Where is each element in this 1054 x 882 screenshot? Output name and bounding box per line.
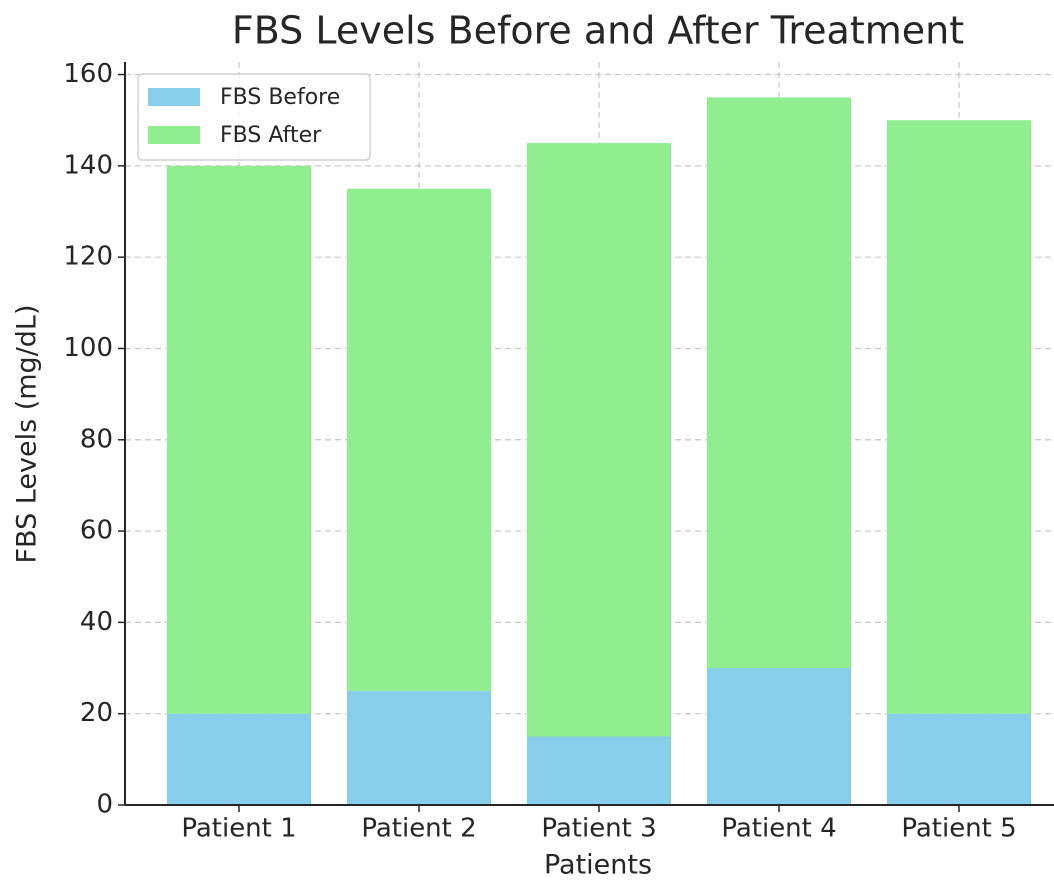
x-tick-label: Patient 2 bbox=[361, 814, 476, 844]
bar-segment bbox=[347, 188, 491, 691]
y-tick-label: 40 bbox=[80, 607, 113, 637]
legend-swatch bbox=[148, 88, 200, 106]
bar-segment bbox=[707, 668, 851, 805]
y-axis-label: FBS Levels (mg/dL) bbox=[12, 304, 43, 563]
y-tick-label: 160 bbox=[63, 59, 113, 89]
y-tick-label: 120 bbox=[63, 242, 113, 272]
bar-segment bbox=[527, 143, 671, 737]
legend-swatch bbox=[148, 126, 200, 144]
bar-segment bbox=[887, 120, 1031, 714]
legend-label: FBS After bbox=[220, 123, 322, 148]
x-tick-label: Patient 3 bbox=[541, 814, 656, 844]
x-tick-label: Patient 1 bbox=[181, 814, 296, 844]
y-tick-label: 80 bbox=[80, 424, 113, 454]
bar-segment bbox=[167, 713, 311, 805]
y-tick-label: 140 bbox=[63, 150, 113, 180]
x-tick-label: Patient 4 bbox=[721, 814, 836, 844]
x-axis-label: Patients bbox=[544, 850, 652, 881]
x-tick-label: Patient 5 bbox=[901, 814, 1016, 844]
bar-segment bbox=[707, 97, 851, 669]
y-tick-label: 100 bbox=[63, 333, 113, 363]
chart-title: FBS Levels Before and After Treatment bbox=[232, 9, 964, 53]
y-tick-label: 60 bbox=[80, 516, 113, 546]
bar-segment bbox=[347, 690, 491, 805]
legend-label: FBS Before bbox=[220, 85, 340, 110]
bar-segment bbox=[527, 736, 671, 805]
y-tick-label: 20 bbox=[80, 698, 113, 728]
y-tick-label: 0 bbox=[96, 790, 113, 820]
bar-segment bbox=[887, 713, 1031, 805]
bar-segment bbox=[167, 165, 311, 714]
